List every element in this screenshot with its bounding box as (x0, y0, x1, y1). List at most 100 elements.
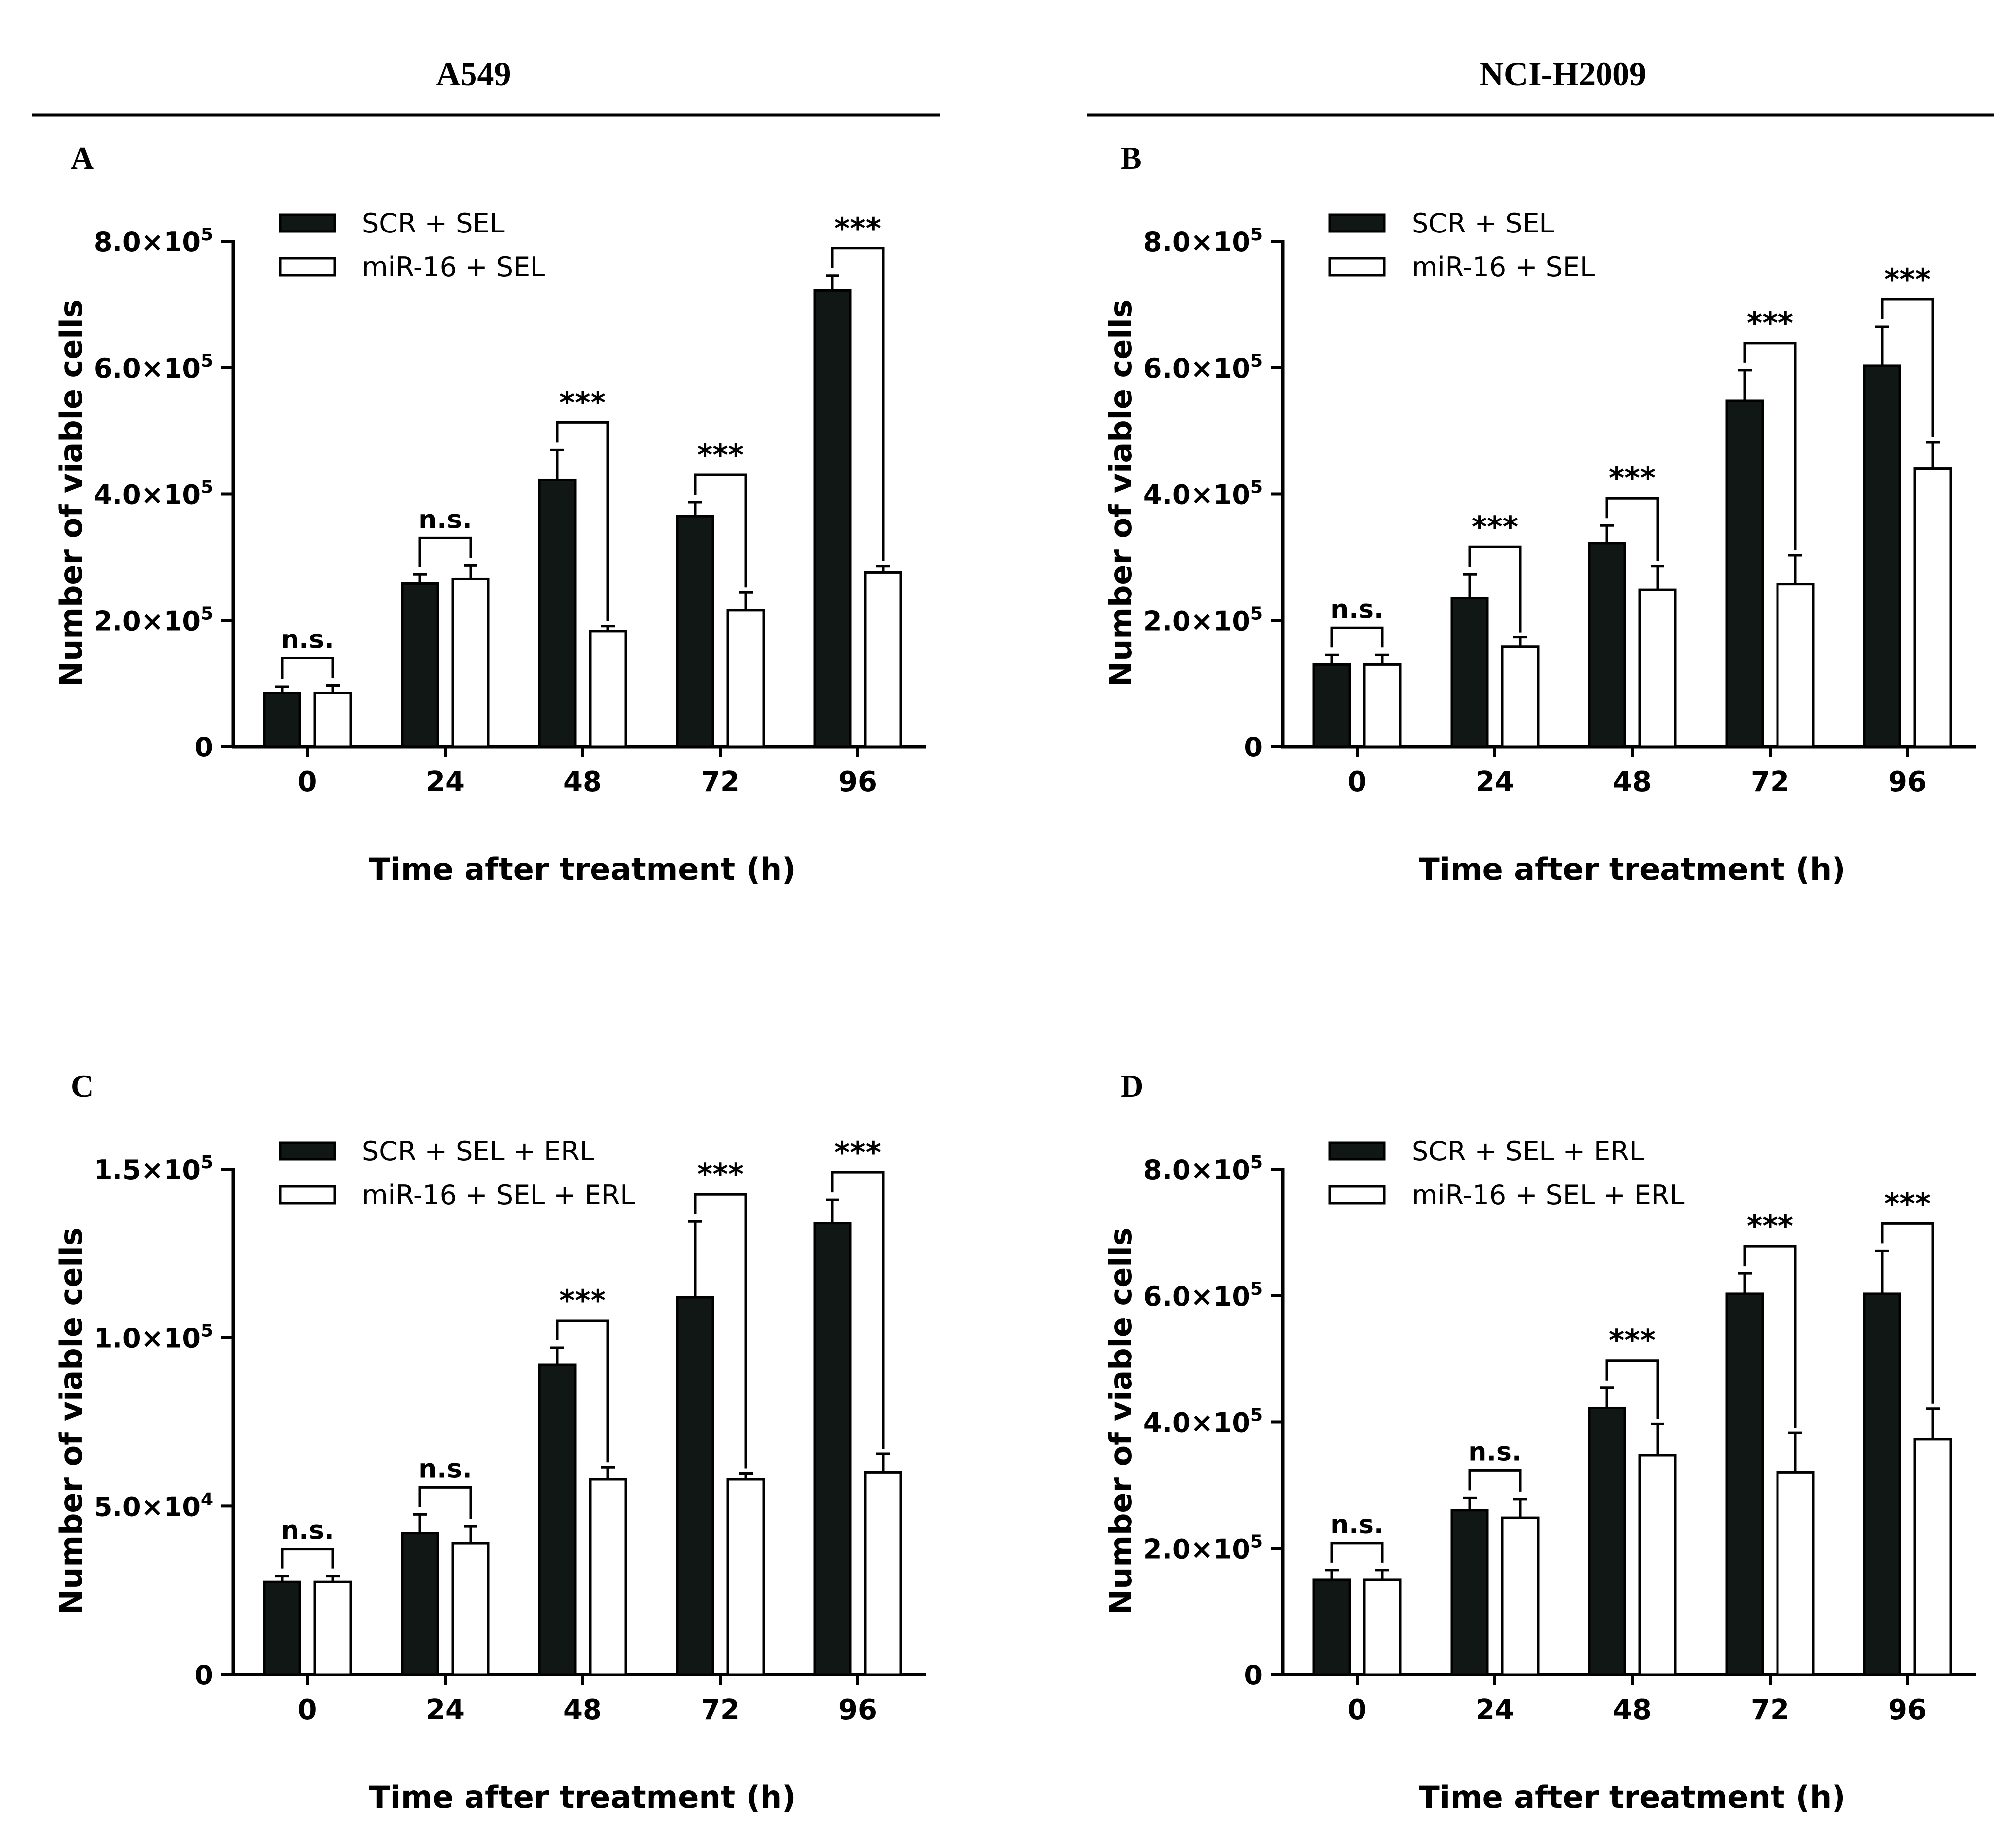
y-tick-mantissa: 2.0×10 (1143, 1533, 1250, 1564)
x-tick-label: 0 (298, 766, 317, 798)
significance-bracket (1330, 626, 1384, 648)
y-tick-exponent: 5 (1250, 1279, 1263, 1299)
x-axis-title: Time after treatment (h) (1419, 851, 1845, 887)
bar-series2-96 (1913, 467, 1952, 748)
y-tick-mantissa: 0 (1244, 1660, 1263, 1691)
bar-series2-24 (1501, 1516, 1540, 1676)
panel-d: D SCR + SEL + ERL miR-16 + SEL + ERL 0 2.0×1… (1103, 1068, 1976, 1815)
y-tick-label: 8.0×105 (94, 225, 213, 258)
legend-label-1: SCR + SEL (1412, 208, 1554, 239)
y-tick-label: 0 (1244, 732, 1263, 763)
bar-series1-0 (1312, 1578, 1351, 1676)
significance-bracket (1743, 342, 1797, 551)
x-tick-label: 0 (1348, 1694, 1367, 1726)
y-tick-exponent: 5 (1250, 603, 1263, 624)
y-tick-exponent: 4 (201, 1489, 213, 1509)
bar-series2-0 (313, 692, 352, 748)
bar-series1-48 (538, 478, 577, 748)
significance-label: *** (834, 1135, 881, 1170)
legend-swatch-1 (279, 1141, 336, 1161)
significance-bracket (281, 1548, 334, 1569)
header-left: A549 (436, 55, 511, 93)
panel-letter: B (1121, 140, 1142, 175)
significance-bracket (556, 421, 609, 621)
y-tick-label: 0 (194, 732, 213, 763)
y-axis-title: Number of viable cells (1103, 299, 1139, 687)
y-tick-label: 0 (194, 1660, 213, 1691)
y-tick-label: 2.0×105 (1143, 1531, 1263, 1564)
y-tick-exponent: 5 (1250, 1405, 1263, 1426)
legend-swatch-2 (1328, 257, 1386, 277)
x-tick-label: 96 (838, 766, 877, 798)
bar-series1-96 (1863, 1292, 1901, 1676)
bar-series1-24 (401, 582, 439, 748)
bar-series1-96 (813, 1222, 852, 1676)
significance-bracket (418, 1486, 472, 1519)
significance-bracket (418, 536, 472, 567)
bar-series1-0 (263, 1580, 301, 1676)
significance-bracket (1881, 1222, 1934, 1404)
x-tick-label: 48 (1613, 766, 1652, 798)
significance-label: n.s. (1468, 1437, 1521, 1467)
significance-bracket (1330, 1542, 1384, 1563)
bar-series2-24 (451, 1542, 490, 1676)
legend-swatch-1 (1328, 1141, 1386, 1161)
significance-label: *** (1884, 262, 1931, 297)
bar-series2-24 (1501, 645, 1540, 748)
x-tick-label: 24 (426, 766, 465, 798)
bar-series1-48 (1588, 1406, 1626, 1676)
bar-series2-24 (451, 578, 490, 748)
y-tick-label: 5.0×104 (94, 1489, 213, 1522)
y-tick-exponent: 5 (201, 1153, 213, 1173)
y-tick-mantissa: 0 (1244, 732, 1263, 763)
bar-series2-48 (589, 1478, 627, 1676)
bar-series2-48 (1638, 588, 1677, 748)
y-axis-title: Number of viable cells (1103, 1227, 1139, 1615)
y-tick-mantissa: 6.0×10 (1143, 353, 1250, 384)
significance-bracket (1605, 497, 1659, 561)
legend-label-2: miR-16 + SEL (362, 251, 545, 283)
y-tick-mantissa: 0 (194, 1660, 213, 1691)
y-tick-mantissa: 4.0×10 (1143, 1407, 1250, 1439)
panel-letter: A (71, 140, 94, 175)
significance-label: *** (559, 1283, 606, 1318)
y-tick-label: 2.0×105 (94, 603, 213, 636)
y-tick-mantissa: 6.0×10 (1143, 1281, 1250, 1312)
y-tick-label: 4.0×105 (1143, 1405, 1263, 1439)
bar-series2-72 (726, 609, 765, 748)
significance-label: n.s. (281, 1516, 334, 1546)
significance-label: n.s. (418, 1454, 472, 1484)
y-tick-label: 8.0×105 (1143, 1153, 1263, 1186)
y-tick-mantissa: 5.0×10 (94, 1491, 201, 1522)
x-tick-label: 72 (1751, 766, 1789, 798)
significance-bracket (1468, 1469, 1522, 1492)
y-tick-label: 1.0×105 (94, 1321, 213, 1354)
significance-label: n.s. (1330, 1510, 1383, 1540)
bar-series1-48 (538, 1363, 577, 1676)
y-tick-exponent: 5 (201, 1321, 213, 1341)
significance-bracket (694, 473, 747, 588)
y-tick-mantissa: 8.0×10 (94, 227, 201, 258)
y-axis-title: Number of viable cells (53, 1227, 89, 1615)
y-tick-mantissa: 4.0×10 (1143, 479, 1250, 511)
panel-letter: D (1121, 1068, 1143, 1103)
significance-label: *** (1472, 510, 1518, 544)
y-tick-exponent: 5 (201, 225, 213, 245)
y-tick-exponent: 5 (201, 351, 213, 371)
legend-label-2: miR-16 + SEL + ERL (1412, 1179, 1685, 1211)
bar-series1-72 (1725, 1292, 1764, 1676)
significance-label: n.s. (418, 505, 472, 534)
panel-letter: C (71, 1068, 94, 1103)
x-tick-label: 48 (1613, 1694, 1652, 1726)
significance-label: n.s. (281, 625, 334, 654)
significance-bracket (831, 1171, 885, 1449)
significance-label: *** (834, 211, 881, 246)
x-tick-label: 48 (563, 766, 602, 798)
y-tick-label: 1.5×105 (94, 1153, 213, 1186)
bar-series2-0 (1363, 663, 1402, 748)
x-tick-label: 48 (563, 1694, 602, 1726)
y-tick-exponent: 5 (1250, 225, 1263, 245)
